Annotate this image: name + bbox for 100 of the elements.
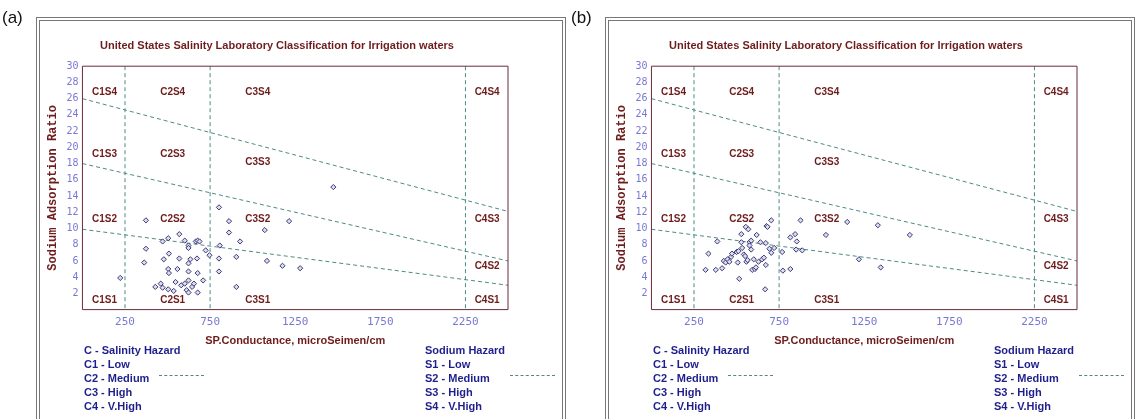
y-tick-label: 8 [641,238,648,250]
x-tick-label: 750 [769,315,790,329]
text: S4 - V.High [994,399,1053,413]
y-axis-title: Sodium Adsorption Ratio [46,105,61,271]
y-tick-label: 28 [66,76,79,88]
text: Sodium Hazard [994,343,1075,357]
annotation: C4S2 [474,260,501,272]
y-tick-label: 6 [641,254,648,266]
x-tick-label: 2250 [1021,315,1048,329]
y-tick-label: 4 [641,270,648,282]
annotation: C4S1 [1043,293,1070,305]
annotation: C3S2 [245,212,271,224]
text: C - Salinity Hazard [653,343,750,357]
text: C4 - V.High [653,399,712,413]
chart-title: United States Salinity Laboratory Classification for Irrigation waters [100,38,454,51]
annotation: C2S3 [160,147,186,159]
y-tick-label: 4 [72,270,79,282]
x-tick-label: 1750 [367,315,394,329]
x-axis-title: SP.Conductance, microSeimen/cm [774,334,955,347]
annotation: C1S3 [92,147,118,159]
text: C1 - Low [84,357,131,371]
annotation: C1S1 [661,293,687,305]
x-tick-label: 1750 [936,315,963,329]
text: C1 - Low [653,357,700,371]
x-axis-title: SP.Conductance, microSeimen/cm [205,334,386,347]
annotation: C2S2 [729,212,755,224]
y-tick-label: 20 [635,140,648,152]
y-tick-label: 16 [635,173,648,185]
annotation: C3S2 [814,212,840,224]
annotation: C4S2 [1043,260,1070,272]
text: C2 - Medium [84,371,151,385]
text: (b) [571,8,592,28]
y-tick-label: 14 [635,189,648,201]
annotation: C3S4 [245,85,271,97]
y-tick-label: 6 [72,254,79,266]
y-axis-title: Sodium Adsorption Ratio [615,105,630,271]
annotation: C2S1 [729,293,755,305]
annotation: C1S3 [661,147,687,159]
y-tick-label: 26 [635,92,648,104]
annotation: C4S3 [1043,212,1070,224]
y-tick-label: 16 [66,173,79,185]
y-tick-label: 30 [635,59,648,71]
y-tick-label: 26 [66,92,79,104]
text: C - Salinity Hazard [84,343,181,357]
text: S1 - Low [425,357,472,371]
text: S4 - V.High [425,399,484,413]
y-tick-label: 24 [635,108,648,120]
y-tick-label: 2 [72,286,79,298]
annotation: C3S3 [245,155,271,167]
x-tick-label: 750 [200,315,221,329]
y-tick-label: 14 [66,189,79,201]
text: C4 - V.High [84,399,143,413]
annotation: C4S4 [474,85,501,97]
text: C3 - High [653,385,703,399]
x-tick-label: 250 [115,315,135,329]
text: C2 - Medium [653,371,720,385]
text: S1 - Low [994,357,1041,371]
annotation: C3S1 [245,293,271,305]
annotation: C3S3 [814,155,840,167]
annotation: C2S4 [160,85,186,97]
x-tick-label: 1250 [850,315,878,329]
y-tick-label: 12 [66,205,79,217]
x-tick-label: 1250 [281,315,309,329]
y-tick-label: 2 [641,286,648,298]
y-tick-label: 24 [66,108,79,120]
y-tick-label: 8 [72,238,79,250]
text: S3 - High [425,385,474,399]
text: C3 - High [84,385,134,399]
text: S3 - High [994,385,1043,399]
annotation: C1S1 [92,293,118,305]
annotation: C2S4 [729,85,755,97]
x-tick-label: 2250 [452,315,479,329]
annotation: C1S2 [92,212,118,224]
annotation: C2S3 [729,147,755,159]
text: Sodium Hazard [425,343,506,357]
annotation: C1S2 [661,212,687,224]
text: S2 - Medium [425,371,491,385]
chart-title: United States Salinity Laboratory Classification for Irrigation waters [669,38,1023,51]
y-tick-label: 22 [635,124,648,136]
y-tick-label: 10 [66,222,79,234]
annotation: C3S1 [814,293,840,305]
annotation: C1S4 [661,85,687,97]
y-tick-label: 28 [635,76,648,88]
y-tick-label: 20 [66,140,79,152]
y-tick-label: 30 [66,59,79,71]
annotation: C4S1 [474,293,501,305]
annotation: C2S2 [160,212,186,224]
y-tick-label: 22 [66,124,79,136]
x-tick-label: 250 [684,315,704,329]
annotation: C4S3 [474,212,501,224]
annotation: C2S1 [160,293,186,305]
y-tick-label: 18 [66,157,79,169]
y-tick-label: 10 [635,222,648,234]
y-tick-label: 12 [635,205,648,217]
annotation: C3S4 [814,85,840,97]
text: S2 - Medium [994,371,1060,385]
annotation: C4S4 [1043,85,1070,97]
y-tick-label: 18 [635,157,648,169]
text: (a) [2,8,23,28]
annotation: C1S4 [92,85,118,97]
